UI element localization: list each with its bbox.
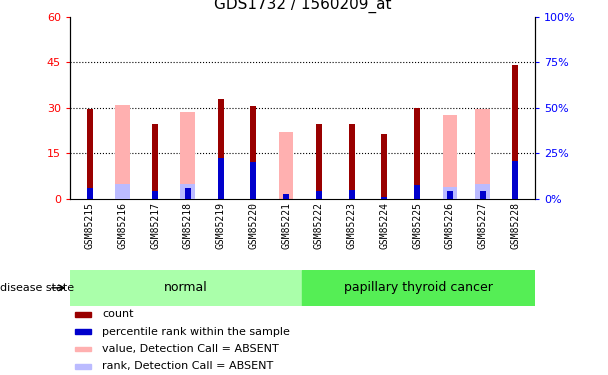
Text: normal: normal: [164, 281, 208, 294]
Bar: [381, 134, 387, 199]
Bar: [443, 116, 457, 199]
Bar: [447, 191, 453, 199]
Text: papillary thyroid cancer: papillary thyroid cancer: [344, 281, 493, 294]
Text: GSM85227: GSM85227: [478, 202, 488, 249]
Text: GSM85216: GSM85216: [117, 202, 127, 249]
Bar: [302, 270, 535, 306]
Bar: [181, 112, 195, 199]
Text: disease state: disease state: [0, 283, 74, 293]
Bar: [513, 161, 519, 199]
Bar: [86, 110, 92, 199]
Text: count: count: [103, 309, 134, 319]
Bar: [250, 106, 257, 199]
Bar: [181, 184, 195, 199]
Text: GSM85219: GSM85219: [216, 202, 226, 249]
Text: GSM85222: GSM85222: [314, 202, 324, 249]
Bar: [443, 187, 457, 199]
Bar: [475, 184, 490, 199]
Text: GSM85226: GSM85226: [445, 202, 455, 249]
Text: GSM85224: GSM85224: [379, 202, 389, 249]
Bar: [70, 270, 302, 306]
Bar: [480, 191, 486, 199]
Bar: [414, 108, 420, 199]
Bar: [283, 194, 289, 199]
Bar: [414, 185, 420, 199]
Bar: [115, 105, 130, 199]
Text: GSM85221: GSM85221: [281, 202, 291, 249]
Text: percentile rank within the sample: percentile rank within the sample: [103, 327, 291, 337]
Bar: [75, 312, 91, 317]
Bar: [218, 99, 224, 199]
Text: GSM85217: GSM85217: [150, 202, 160, 249]
Bar: [75, 364, 91, 369]
Bar: [316, 124, 322, 199]
Bar: [348, 124, 354, 199]
Bar: [218, 158, 224, 199]
Bar: [86, 188, 92, 199]
Bar: [381, 197, 387, 199]
Bar: [250, 162, 257, 199]
Text: GDS1732 / 1560209_at: GDS1732 / 1560209_at: [214, 0, 391, 13]
Bar: [513, 65, 519, 199]
Text: GSM85215: GSM85215: [85, 202, 95, 249]
Text: GSM85218: GSM85218: [183, 202, 193, 249]
Bar: [475, 110, 490, 199]
Bar: [278, 132, 294, 199]
Bar: [316, 191, 322, 199]
Bar: [75, 329, 91, 334]
Bar: [115, 184, 130, 199]
Text: GSM85223: GSM85223: [347, 202, 357, 249]
Bar: [152, 191, 158, 199]
Bar: [75, 346, 91, 351]
Text: GSM85228: GSM85228: [510, 202, 520, 249]
Text: value, Detection Call = ABSENT: value, Detection Call = ABSENT: [103, 344, 279, 354]
Text: GSM85220: GSM85220: [248, 202, 258, 249]
Text: GSM85225: GSM85225: [412, 202, 422, 249]
Text: rank, Detection Call = ABSENT: rank, Detection Call = ABSENT: [103, 362, 274, 371]
Bar: [152, 124, 158, 199]
Bar: [185, 188, 191, 199]
Bar: [348, 190, 354, 199]
